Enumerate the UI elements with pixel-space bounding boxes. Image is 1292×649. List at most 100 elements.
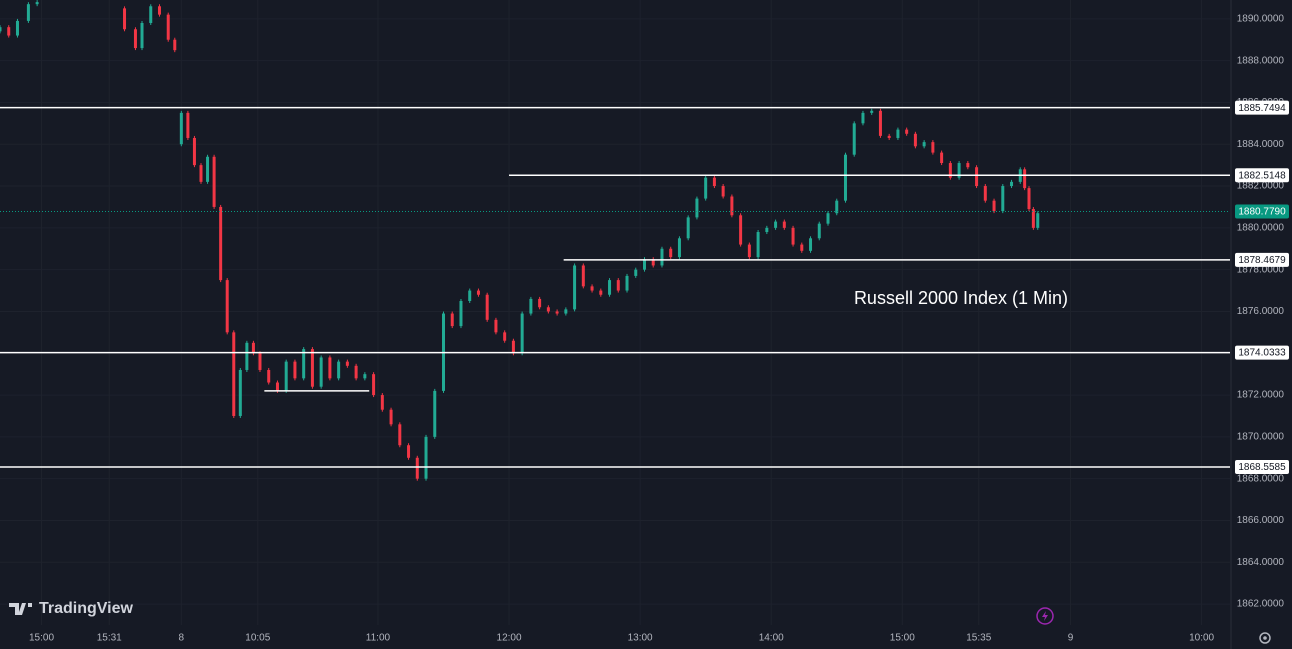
candle-body xyxy=(310,349,314,387)
candle-body xyxy=(948,163,952,178)
candle-body xyxy=(774,221,778,228)
candle-body xyxy=(459,301,463,327)
candle-body xyxy=(931,142,935,153)
candle-body xyxy=(975,167,979,187)
candle-body xyxy=(896,129,900,138)
candle-body xyxy=(476,290,480,295)
x-tick-label: 10:00 xyxy=(1189,633,1214,644)
candle-body xyxy=(546,307,550,312)
x-tick-label: 15:35 xyxy=(966,633,991,644)
last-price-box xyxy=(1235,204,1289,219)
candle-body xyxy=(843,154,847,201)
candle-body xyxy=(651,259,655,266)
y-tick-label: 1862.0000 xyxy=(1237,599,1285,610)
x-tick-label: 12:00 xyxy=(497,633,522,644)
candle-body xyxy=(245,342,249,370)
candle-body xyxy=(817,223,821,239)
candle-body xyxy=(721,186,725,197)
level-label-box xyxy=(1235,345,1289,360)
candle-body xyxy=(258,353,262,370)
icon-bolt[interactable] xyxy=(1042,611,1048,621)
candle-body xyxy=(852,123,856,155)
candle-body xyxy=(966,163,970,168)
candle-body xyxy=(415,457,419,479)
candle-body xyxy=(293,361,297,379)
candle-body xyxy=(861,112,865,124)
y-tick-label: 1866.0000 xyxy=(1237,515,1285,526)
candle-body xyxy=(669,248,673,258)
candle-body xyxy=(433,390,437,437)
candle-body xyxy=(520,313,524,354)
candle-body xyxy=(730,196,734,216)
candle-body xyxy=(123,8,127,30)
candle-body xyxy=(212,156,216,207)
icon-ring[interactable] xyxy=(1036,607,1054,625)
candle-body xyxy=(905,129,909,134)
x-tick-label: 15:00 xyxy=(29,633,54,644)
level-label: 1878.4679 xyxy=(1238,255,1286,266)
candle-body xyxy=(398,424,402,446)
last-price-label: 1880.7790 xyxy=(1238,207,1286,218)
candle-body xyxy=(581,265,585,287)
candle-body xyxy=(219,206,223,281)
settings-icon[interactable] xyxy=(1259,632,1271,644)
candle-body xyxy=(319,357,323,387)
gear[interactable] xyxy=(1259,632,1271,644)
candle-body xyxy=(739,215,743,245)
candle-body xyxy=(887,135,891,138)
candle-body xyxy=(363,374,367,379)
y-tick-label: 1880.0000 xyxy=(1237,222,1285,233)
candle-body xyxy=(7,27,11,36)
level-label: 1882.5148 xyxy=(1238,170,1286,181)
candle-body xyxy=(940,152,944,164)
logo-text: TradingView xyxy=(39,600,134,617)
candle-body xyxy=(232,332,236,416)
y-tick-label: 1878.0000 xyxy=(1237,264,1285,275)
level-label: 1874.0333 xyxy=(1238,348,1286,359)
candle-body xyxy=(1010,181,1014,187)
candle-body xyxy=(380,395,384,410)
candle-body xyxy=(599,290,603,295)
candle-body xyxy=(686,217,690,239)
candle-body xyxy=(809,238,813,251)
candle-body xyxy=(660,248,664,266)
candle-body xyxy=(616,280,620,291)
candle-body xyxy=(225,280,229,333)
candle-body xyxy=(372,374,376,396)
x-tick-label: 14:00 xyxy=(759,633,784,644)
candle-body xyxy=(0,27,2,32)
candle-body xyxy=(538,298,542,308)
candle-body xyxy=(625,275,629,291)
candle-body xyxy=(983,186,987,201)
y-tick-label: 1876.0000 xyxy=(1237,306,1285,317)
candle-body xyxy=(695,198,699,218)
level-label-box xyxy=(1235,168,1289,183)
candle-body xyxy=(878,110,882,136)
x-tick-label: 10:05 xyxy=(245,633,270,644)
candle-body xyxy=(251,342,255,354)
candle-body xyxy=(791,227,795,245)
candle-body xyxy=(677,238,681,258)
candle-body xyxy=(870,110,874,113)
candle-body xyxy=(267,369,271,383)
candle-body xyxy=(555,311,559,314)
candle-body xyxy=(835,200,839,214)
overlay: 1885.7494 1882.5148 1878.4679 1874.0333 1868… xyxy=(0,100,1289,475)
candle-body xyxy=(354,365,358,379)
candle-body xyxy=(957,163,961,178)
candle-body xyxy=(590,286,594,291)
candle-body xyxy=(485,294,489,320)
candle-body xyxy=(608,280,612,295)
replay-icon[interactable] xyxy=(1036,607,1054,625)
candle-body xyxy=(149,6,153,23)
candle-body xyxy=(564,309,568,314)
gear-center[interactable] xyxy=(1263,636,1267,640)
candle-body xyxy=(389,409,393,425)
candle-body xyxy=(1036,213,1040,228)
candle-body xyxy=(765,227,769,233)
candle-body xyxy=(407,445,411,458)
candle-body xyxy=(800,244,804,251)
candle-body xyxy=(704,177,708,199)
